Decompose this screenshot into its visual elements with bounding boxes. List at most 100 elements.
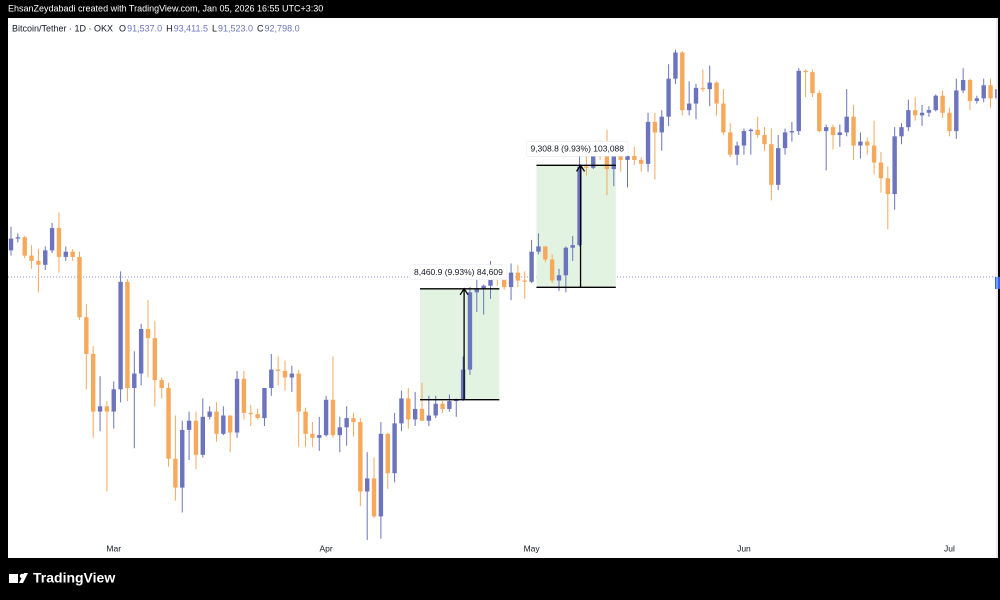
candle-body	[104, 406, 110, 412]
candle-body	[714, 82, 719, 104]
candle-body	[693, 87, 699, 104]
candle-body	[728, 132, 733, 155]
candle-body	[563, 247, 569, 276]
candle-body	[919, 112, 925, 116]
x-tick-label: Mar	[106, 543, 121, 553]
ohlc-key: L	[212, 23, 217, 33]
ohlc-key: H	[166, 23, 173, 33]
candle-body	[385, 433, 390, 474]
candle-body	[995, 89, 997, 99]
candle-body	[269, 369, 274, 388]
candle-body	[878, 162, 884, 179]
candle-body	[241, 378, 247, 413]
candle-body	[522, 280, 527, 282]
candle-body	[351, 418, 356, 423]
candle-body	[926, 110, 932, 113]
x-tick-label: Jun	[737, 543, 751, 553]
candle-body	[639, 159, 644, 164]
candle-body	[604, 152, 610, 170]
arrow-head	[459, 287, 469, 296]
candle-body	[289, 373, 295, 378]
candle-body	[29, 255, 34, 261]
candle-body	[412, 408, 418, 420]
candle-body	[8, 238, 14, 251]
candle-body	[378, 433, 384, 517]
ohlc-key: C	[257, 23, 264, 33]
candle-body	[467, 292, 473, 370]
chart-title: Bitcoin/Tether · 1D · OKX	[12, 23, 113, 33]
candle-body	[837, 132, 843, 136]
candle-body	[193, 420, 199, 455]
candle-body	[673, 52, 678, 79]
candle-body	[830, 127, 836, 136]
measure-label-bg	[409, 264, 508, 281]
logo	[9, 573, 28, 583]
candle-body	[296, 373, 301, 412]
candle-body	[118, 281, 123, 390]
candle-body	[686, 103, 692, 111]
candle-body	[97, 406, 103, 412]
ohlc-value: 93,411.5	[174, 23, 208, 33]
candle-body	[399, 398, 404, 424]
candle-body	[447, 401, 452, 409]
candle-body	[508, 272, 514, 288]
candle-body	[741, 131, 747, 146]
candle-body	[330, 399, 336, 436]
candle-body	[138, 328, 144, 374]
candle-body	[810, 72, 815, 94]
measure-box	[420, 288, 500, 400]
candle-body	[36, 260, 41, 265]
measure-label: 8,460.9 (9.93%) 84,609	[414, 267, 503, 277]
candle-body	[180, 429, 185, 488]
candle-body	[645, 121, 651, 164]
candle-body	[111, 389, 116, 412]
candle-body	[317, 435, 322, 438]
candle-body	[782, 132, 788, 149]
candle-body	[707, 82, 712, 90]
candle-body	[776, 148, 781, 185]
candle-body	[255, 414, 260, 419]
candle-body	[358, 422, 363, 492]
candle-body	[981, 85, 986, 99]
candle-body	[310, 433, 315, 438]
candle-body	[200, 416, 205, 455]
candle-body	[762, 135, 767, 145]
candle-body	[214, 411, 219, 434]
candle-body	[303, 411, 308, 434]
candle-body	[803, 70, 808, 73]
candle-body	[248, 412, 253, 415]
candle-body	[77, 256, 82, 318]
ohlc-key: O	[119, 23, 126, 33]
candle-body	[721, 103, 726, 133]
candle-body	[659, 116, 664, 133]
ohlc-value: 92,798.0	[265, 23, 300, 33]
candle-body	[906, 110, 911, 128]
candle-body	[132, 373, 137, 388]
candle-body	[152, 338, 158, 381]
candle-body	[960, 79, 966, 91]
candle-body	[159, 380, 164, 388]
candle-body	[755, 129, 760, 136]
candle-body	[543, 246, 548, 260]
brand: TradingView	[33, 570, 115, 586]
candle-body	[515, 272, 521, 281]
candle-body	[666, 78, 671, 117]
candle-body	[22, 237, 27, 256]
plot: 8,460.9 (9.93%) 84,609 9,308.8 (9.93%) 10…	[8, 49, 997, 540]
candle-body	[913, 110, 918, 116]
candle-body	[344, 418, 349, 428]
candle-body	[769, 144, 774, 185]
candle-body	[577, 166, 582, 246]
candle-body	[406, 398, 411, 420]
candle-body	[844, 116, 849, 133]
candle-body	[584, 166, 589, 168]
candle-body	[899, 127, 904, 137]
candle-body	[988, 85, 993, 99]
candle-body	[84, 317, 89, 354]
chart-area	[8, 18, 998, 558]
candle-body	[892, 136, 897, 195]
candle-body	[371, 478, 377, 517]
candle-body	[549, 259, 555, 281]
candle-body	[221, 415, 226, 434]
